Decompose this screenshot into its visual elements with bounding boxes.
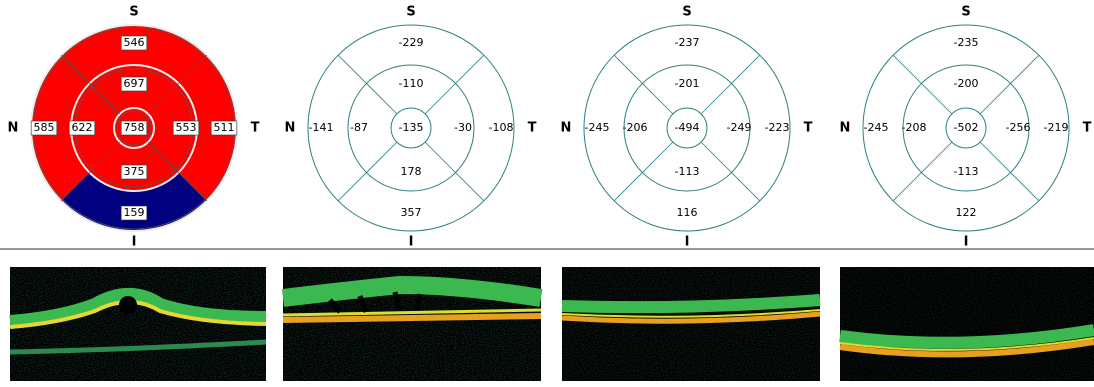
- figure: 758697546553511375159622585SINT-135-110-…: [0, 0, 1094, 387]
- thickness-value: 553: [176, 121, 197, 134]
- thickness-map: 758 697 546 553 511 375 159 622 585 S I N T: [8, 5, 260, 250]
- direction-label: I: [132, 235, 137, 250]
- direction-label: I: [685, 235, 690, 250]
- thickness-value: -237: [675, 36, 700, 49]
- thickness-value: 622: [72, 121, 93, 134]
- thickness-value: -208: [902, 121, 927, 134]
- direction-label: S: [129, 5, 138, 20]
- divider-line: [614, 55, 673, 114]
- thickness-value: -206: [623, 121, 648, 134]
- divider-line: [893, 142, 952, 201]
- direction-label: N: [8, 121, 19, 136]
- thickness-value: -245: [864, 121, 889, 134]
- thickness-value: 375: [124, 165, 145, 178]
- thickness-value: -30: [454, 121, 472, 134]
- direction-label: I: [964, 235, 969, 250]
- divider-line: [338, 55, 397, 114]
- thickness-value: -110: [399, 77, 424, 90]
- direction-label: N: [840, 121, 851, 136]
- oct-scan: [283, 267, 541, 381]
- thickness-value: -235: [954, 36, 979, 49]
- divider-line: [980, 55, 1039, 114]
- direction-label: T: [1083, 121, 1092, 136]
- thickness-map: -135 -110 -229 -30 -108 178 357 -87 -141 S I N T: [285, 5, 537, 250]
- thickness-value: -135: [399, 121, 424, 134]
- thickness-value: -223: [765, 121, 790, 134]
- oct-scans: [10, 267, 1094, 381]
- direction-label: N: [561, 121, 572, 136]
- direction-label: S: [961, 5, 970, 20]
- divider-line: [425, 55, 484, 114]
- thickness-value: 116: [677, 206, 698, 219]
- thickness-value: 758: [124, 121, 145, 134]
- thickness-value: -494: [675, 121, 700, 134]
- thickness-value: -249: [727, 121, 752, 134]
- divider-line: [893, 55, 952, 114]
- thickness-value: -245: [585, 121, 610, 134]
- thickness-value: 357: [401, 206, 422, 219]
- thickness-value: 159: [124, 206, 145, 219]
- oct-scan: [840, 267, 1094, 381]
- thickness-value: 546: [124, 36, 145, 49]
- thickness-value: -113: [954, 165, 979, 178]
- divider-line: [980, 142, 1039, 201]
- thickness-value: -256: [1006, 121, 1031, 134]
- direction-label: T: [251, 121, 260, 136]
- divider-line: [614, 142, 673, 201]
- thickness-value: -108: [489, 121, 514, 134]
- divider-line: [701, 142, 760, 201]
- divider-line: [338, 142, 397, 201]
- direction-label: T: [804, 121, 813, 136]
- thickness-value: 585: [34, 121, 55, 134]
- thickness-value: 697: [124, 77, 145, 90]
- oct-scan: [10, 267, 266, 381]
- thickness-value: -87: [350, 121, 368, 134]
- direction-label: I: [409, 235, 414, 250]
- thickness-value: -201: [675, 77, 700, 90]
- thickness-value: -502: [954, 121, 979, 134]
- thickness-value: 122: [956, 206, 977, 219]
- thickness-value: -113: [675, 165, 700, 178]
- direction-label: N: [285, 121, 296, 136]
- thickness-value: 511: [214, 121, 235, 134]
- thickness-value: -229: [399, 36, 424, 49]
- divider-line: [425, 142, 484, 201]
- oct-scan: [562, 267, 820, 381]
- thickness-value: 178: [401, 165, 422, 178]
- direction-label: S: [682, 5, 691, 20]
- divider-line: [701, 55, 760, 114]
- thickness-map: -494 -201 -237 -249 -223 -113 116 -206 -245 S I N T: [561, 5, 813, 250]
- direction-label: S: [406, 5, 415, 20]
- thickness-value: -200: [954, 77, 979, 90]
- thickness-value: -219: [1044, 121, 1069, 134]
- direction-label: T: [528, 121, 537, 136]
- thickness-map: -502 -200 -235 -256 -219 -113 122 -208 -245 S I N T: [840, 5, 1092, 250]
- thickness-value: -141: [309, 121, 334, 134]
